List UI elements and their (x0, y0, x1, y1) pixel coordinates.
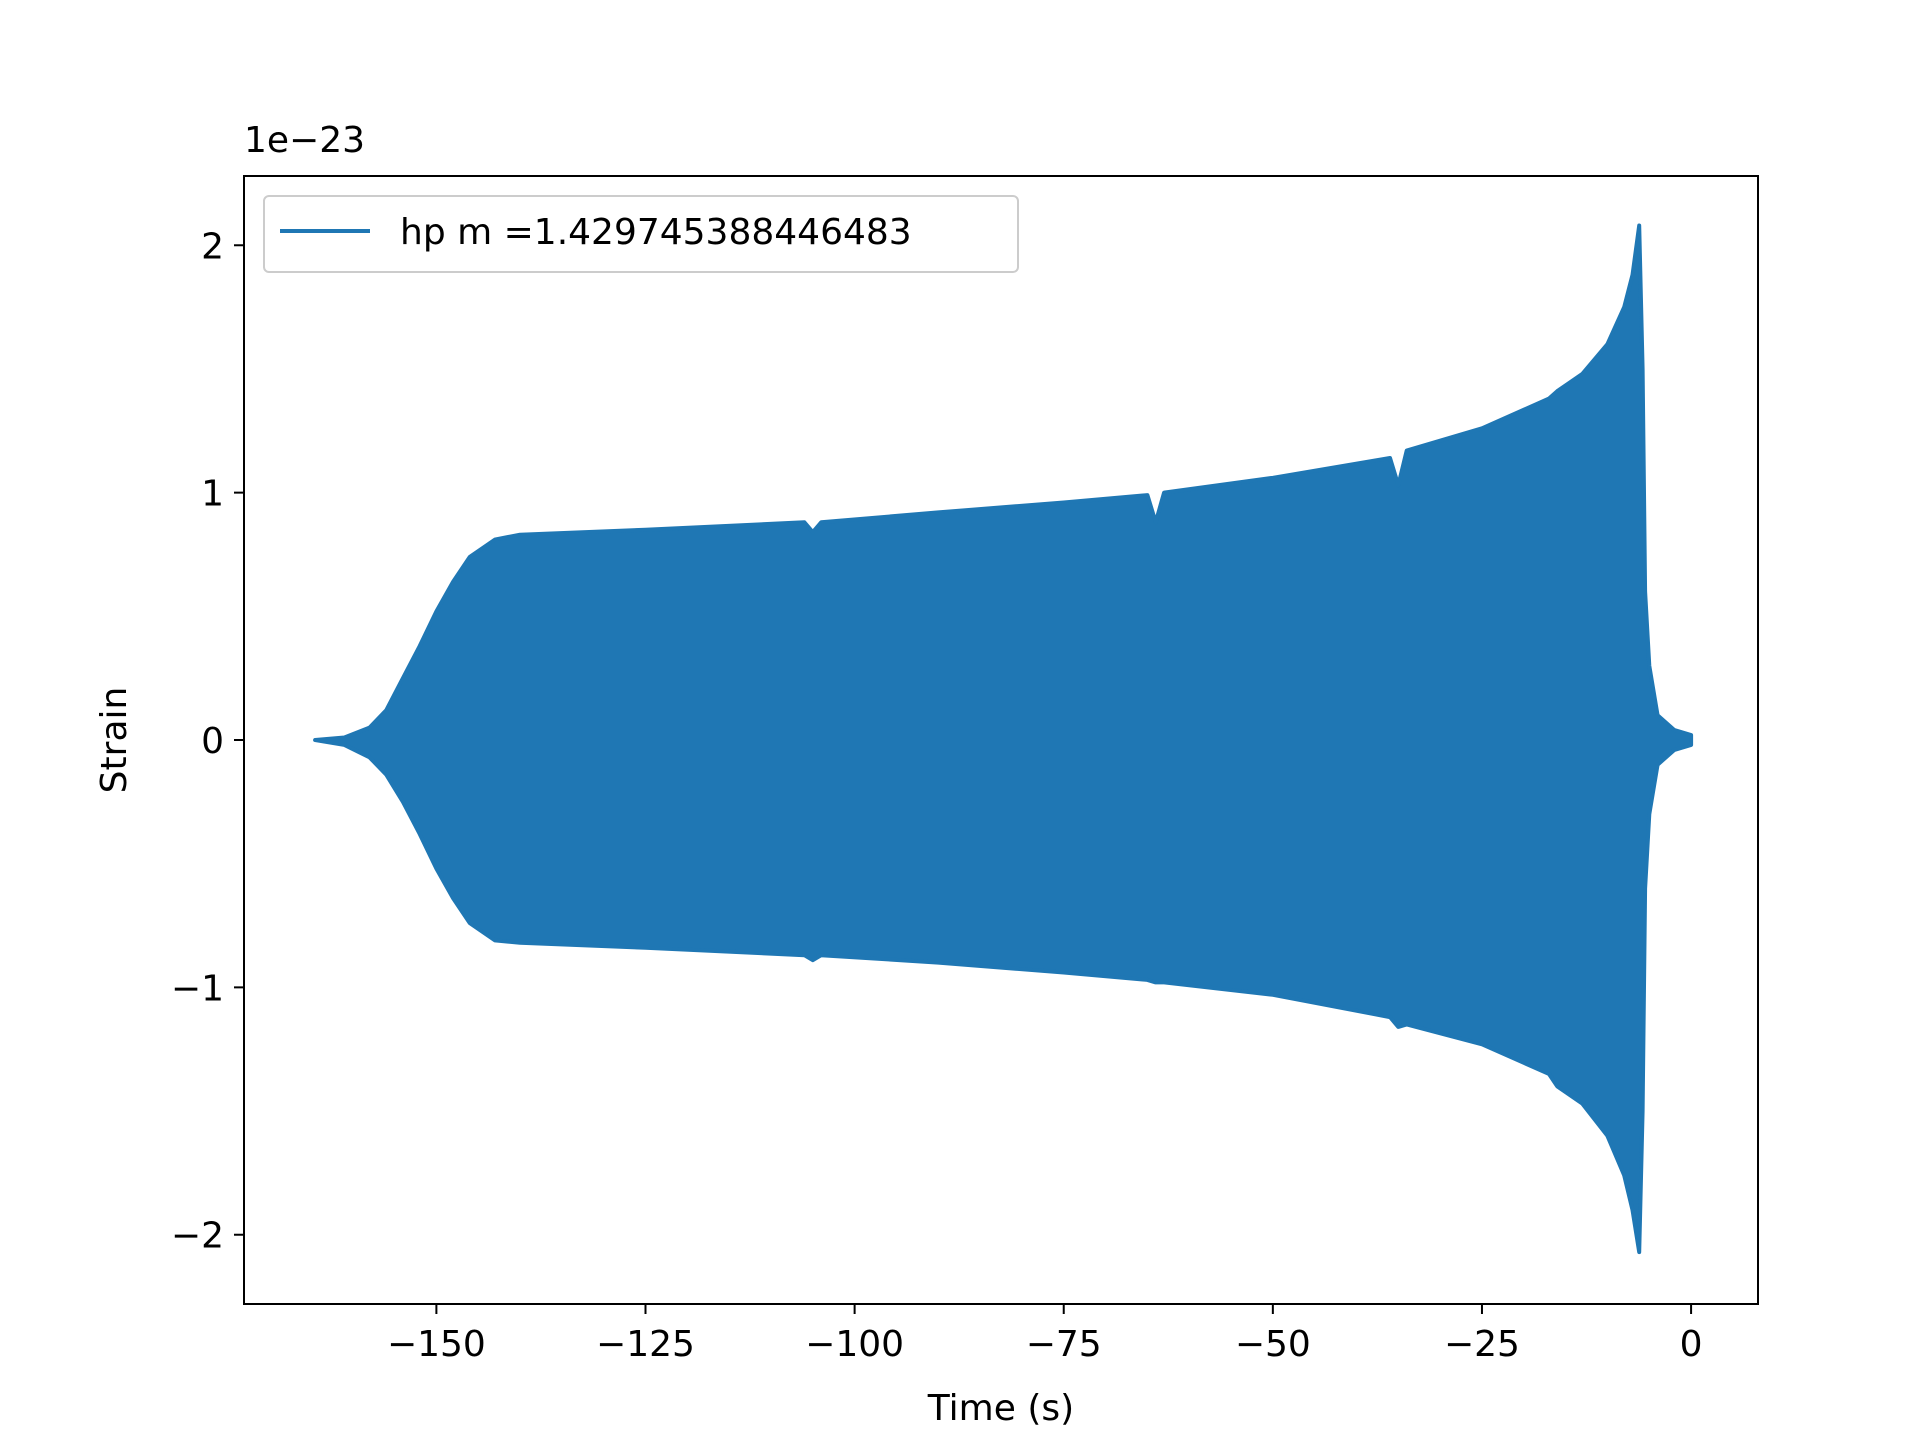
x-tick-label: −25 (1444, 1324, 1520, 1365)
legend: hp m =1.429745388446483 (263, 195, 1019, 273)
y-axis: −2 −1 0 1 2 (171, 226, 244, 1257)
x-axis: −150 −125 −100 −75 −50 −25 0 (387, 1304, 1703, 1365)
waveform-series-hp (313, 223, 1694, 1255)
y-tick-label: −2 (171, 1216, 224, 1257)
plot-area (313, 223, 1694, 1255)
x-tick-label: −100 (805, 1324, 904, 1365)
y-tick-label: 2 (201, 226, 224, 267)
legend-entry-label: hp m =1.429745388446483 (400, 212, 912, 253)
y-tick-label: 1 (201, 474, 224, 515)
x-tick-label: −125 (596, 1324, 695, 1365)
x-tick-label: 0 (1680, 1324, 1703, 1365)
x-tick-label: −75 (1026, 1324, 1102, 1365)
x-tick-label: −50 (1235, 1324, 1311, 1365)
y-tick-label: −1 (171, 968, 224, 1009)
x-tick-label: −150 (387, 1324, 486, 1365)
x-axis-label: Time (s) (927, 1388, 1074, 1429)
y-axis-offset-label: 1e−23 (244, 120, 365, 161)
y-axis-label: Strain (94, 687, 135, 794)
y-tick-label: 0 (201, 721, 224, 762)
legend-box (263, 195, 1019, 273)
